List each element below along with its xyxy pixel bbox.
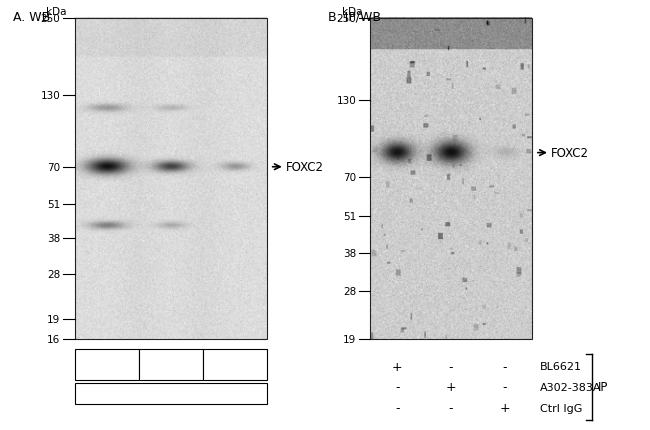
Text: kDa: kDa bbox=[46, 7, 67, 17]
Text: +: + bbox=[392, 360, 403, 373]
Text: 28: 28 bbox=[47, 270, 60, 280]
Text: 70: 70 bbox=[47, 163, 60, 173]
Text: 19: 19 bbox=[343, 335, 356, 345]
Text: 38: 38 bbox=[47, 234, 60, 244]
Text: IP: IP bbox=[598, 381, 608, 393]
Text: A. WB: A. WB bbox=[13, 11, 50, 24]
Text: -: - bbox=[449, 360, 453, 373]
Text: BL6621: BL6621 bbox=[540, 361, 582, 372]
Text: 130: 130 bbox=[337, 95, 356, 106]
Text: Ctrl IgG: Ctrl IgG bbox=[540, 402, 582, 413]
Text: +: + bbox=[446, 381, 456, 393]
Text: 51: 51 bbox=[343, 212, 356, 222]
Bar bbox=[138, 350, 203, 381]
Bar bbox=[203, 350, 266, 381]
Text: 50: 50 bbox=[99, 359, 114, 372]
Text: 250: 250 bbox=[337, 14, 356, 25]
Text: 28: 28 bbox=[343, 286, 356, 297]
Text: FOXC2: FOXC2 bbox=[551, 147, 589, 160]
Text: -: - bbox=[395, 381, 400, 393]
Bar bbox=[75, 383, 266, 404]
Bar bbox=[75, 350, 138, 381]
Text: -: - bbox=[502, 360, 507, 373]
Text: 5: 5 bbox=[231, 359, 239, 372]
Text: A302-383A: A302-383A bbox=[540, 382, 601, 392]
Bar bbox=[75, 19, 266, 340]
Bar bbox=[370, 19, 532, 340]
Text: HeLa: HeLa bbox=[155, 387, 187, 400]
Text: -: - bbox=[395, 401, 400, 414]
Text: B. IP/WB: B. IP/WB bbox=[328, 11, 382, 24]
Text: -: - bbox=[502, 381, 507, 393]
Text: kDa: kDa bbox=[342, 7, 363, 17]
Text: -: - bbox=[449, 401, 453, 414]
Text: 51: 51 bbox=[47, 200, 60, 209]
Text: 19: 19 bbox=[47, 315, 60, 325]
Text: 16: 16 bbox=[47, 335, 60, 345]
Text: FOXC2: FOXC2 bbox=[286, 161, 324, 174]
Text: 70: 70 bbox=[343, 172, 356, 183]
Text: 38: 38 bbox=[343, 249, 356, 258]
Text: 130: 130 bbox=[41, 91, 60, 101]
Text: 15: 15 bbox=[162, 359, 179, 372]
Text: +: + bbox=[499, 401, 510, 414]
Text: 250: 250 bbox=[41, 14, 60, 25]
